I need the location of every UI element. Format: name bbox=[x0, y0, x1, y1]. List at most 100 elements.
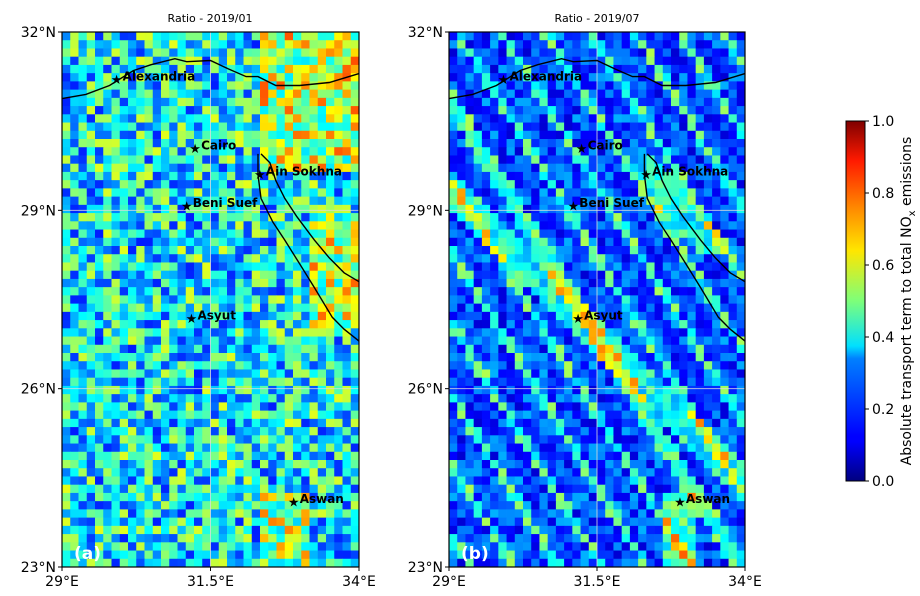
grid-cell bbox=[227, 32, 236, 41]
grid-cell bbox=[597, 460, 606, 469]
grid-cell bbox=[268, 484, 277, 494]
grid-cell bbox=[481, 361, 491, 370]
grid-cell bbox=[136, 32, 145, 41]
grid-cell bbox=[210, 229, 220, 239]
grid-cell bbox=[720, 336, 729, 346]
grid-cell bbox=[597, 147, 606, 156]
grid-cell bbox=[564, 353, 573, 362]
grid-cell bbox=[62, 188, 71, 198]
grid-cell bbox=[243, 163, 253, 173]
grid-cell bbox=[177, 278, 187, 288]
grid-cell bbox=[555, 213, 565, 222]
grid-cell bbox=[119, 204, 129, 214]
grid-cell bbox=[301, 385, 310, 395]
grid-cell bbox=[695, 196, 705, 206]
grid-cell bbox=[334, 509, 343, 519]
grid-cell bbox=[481, 402, 491, 412]
grid-cell bbox=[523, 89, 532, 99]
grid-cell bbox=[613, 287, 623, 296]
grid-cell bbox=[473, 517, 483, 527]
grid-cell bbox=[342, 320, 352, 329]
grid-cell bbox=[62, 229, 71, 239]
grid-cell bbox=[679, 501, 688, 510]
grid-cell bbox=[70, 353, 79, 362]
grid-cell bbox=[687, 410, 697, 420]
grid-cell bbox=[194, 418, 203, 428]
grid-cell bbox=[523, 336, 532, 346]
grid-cell bbox=[481, 130, 491, 140]
grid-cell bbox=[481, 328, 491, 337]
grid-cell bbox=[251, 64, 261, 74]
grid-cell bbox=[342, 311, 352, 321]
grid-cell bbox=[712, 435, 721, 444]
grid-cell bbox=[712, 64, 721, 74]
grid-cell bbox=[712, 311, 721, 321]
grid-cell bbox=[695, 435, 705, 444]
grid-cell bbox=[152, 558, 162, 568]
grid-cell bbox=[531, 155, 540, 165]
grid-cell bbox=[671, 139, 680, 148]
grid-cell bbox=[144, 32, 154, 41]
grid-cell bbox=[268, 320, 277, 329]
grid-cell bbox=[350, 73, 360, 82]
grid-cell bbox=[712, 237, 721, 247]
grid-cell bbox=[703, 550, 713, 560]
grid-cell bbox=[605, 213, 614, 222]
grid-cell bbox=[342, 171, 352, 181]
grid-cell bbox=[128, 435, 137, 444]
grid-cell bbox=[588, 188, 598, 198]
grid-cell bbox=[498, 534, 507, 543]
grid-cell bbox=[78, 410, 88, 420]
grid-cell bbox=[293, 163, 302, 173]
grid-cell bbox=[728, 64, 738, 74]
grid-cell bbox=[564, 558, 573, 568]
grid-cell bbox=[449, 147, 458, 156]
grid-cell bbox=[613, 369, 623, 379]
grid-cell bbox=[531, 48, 540, 58]
grid-cell bbox=[111, 278, 121, 288]
grid-cell bbox=[152, 435, 162, 444]
grid-cell bbox=[309, 213, 319, 222]
grid-cell bbox=[547, 278, 557, 288]
grid-cell bbox=[128, 501, 137, 510]
grid-cell bbox=[547, 435, 557, 444]
grid-cell bbox=[597, 501, 606, 510]
grid-cell bbox=[555, 336, 565, 346]
grid-cell bbox=[136, 517, 145, 527]
grid-cell bbox=[539, 303, 549, 313]
grid-cell bbox=[326, 435, 335, 444]
grid-cell bbox=[260, 163, 269, 173]
grid-cell bbox=[580, 204, 590, 214]
grid-cell bbox=[161, 106, 170, 115]
grid-cell bbox=[218, 303, 228, 313]
grid-cell bbox=[177, 353, 187, 362]
grid-cell bbox=[498, 344, 507, 354]
grid-cell bbox=[194, 196, 203, 206]
grid-cell bbox=[95, 558, 104, 568]
grid-cell bbox=[720, 303, 729, 313]
grid-cell bbox=[465, 353, 475, 362]
grid-cell bbox=[95, 361, 104, 370]
grid-cell bbox=[720, 410, 729, 420]
grid-cell bbox=[136, 394, 145, 403]
grid-cell bbox=[70, 320, 79, 329]
grid-cell bbox=[103, 451, 112, 461]
grid-cell bbox=[62, 147, 71, 156]
grid-cell bbox=[119, 287, 129, 296]
grid-cell bbox=[671, 320, 680, 329]
grid-cell bbox=[605, 278, 614, 288]
grid-cell bbox=[555, 155, 565, 165]
grid-cell bbox=[235, 106, 244, 115]
grid-cell bbox=[218, 410, 228, 420]
grid-cell bbox=[235, 534, 244, 543]
grid-cell bbox=[498, 188, 507, 198]
grid-cell bbox=[301, 188, 310, 198]
grid-cell bbox=[350, 517, 360, 527]
grid-cell bbox=[465, 180, 475, 189]
grid-cell bbox=[326, 73, 335, 82]
grid-cell bbox=[202, 81, 211, 91]
grid-cell bbox=[564, 130, 573, 140]
grid-cell bbox=[210, 278, 220, 288]
grid-cell bbox=[243, 361, 253, 370]
grid-cell bbox=[695, 56, 705, 66]
